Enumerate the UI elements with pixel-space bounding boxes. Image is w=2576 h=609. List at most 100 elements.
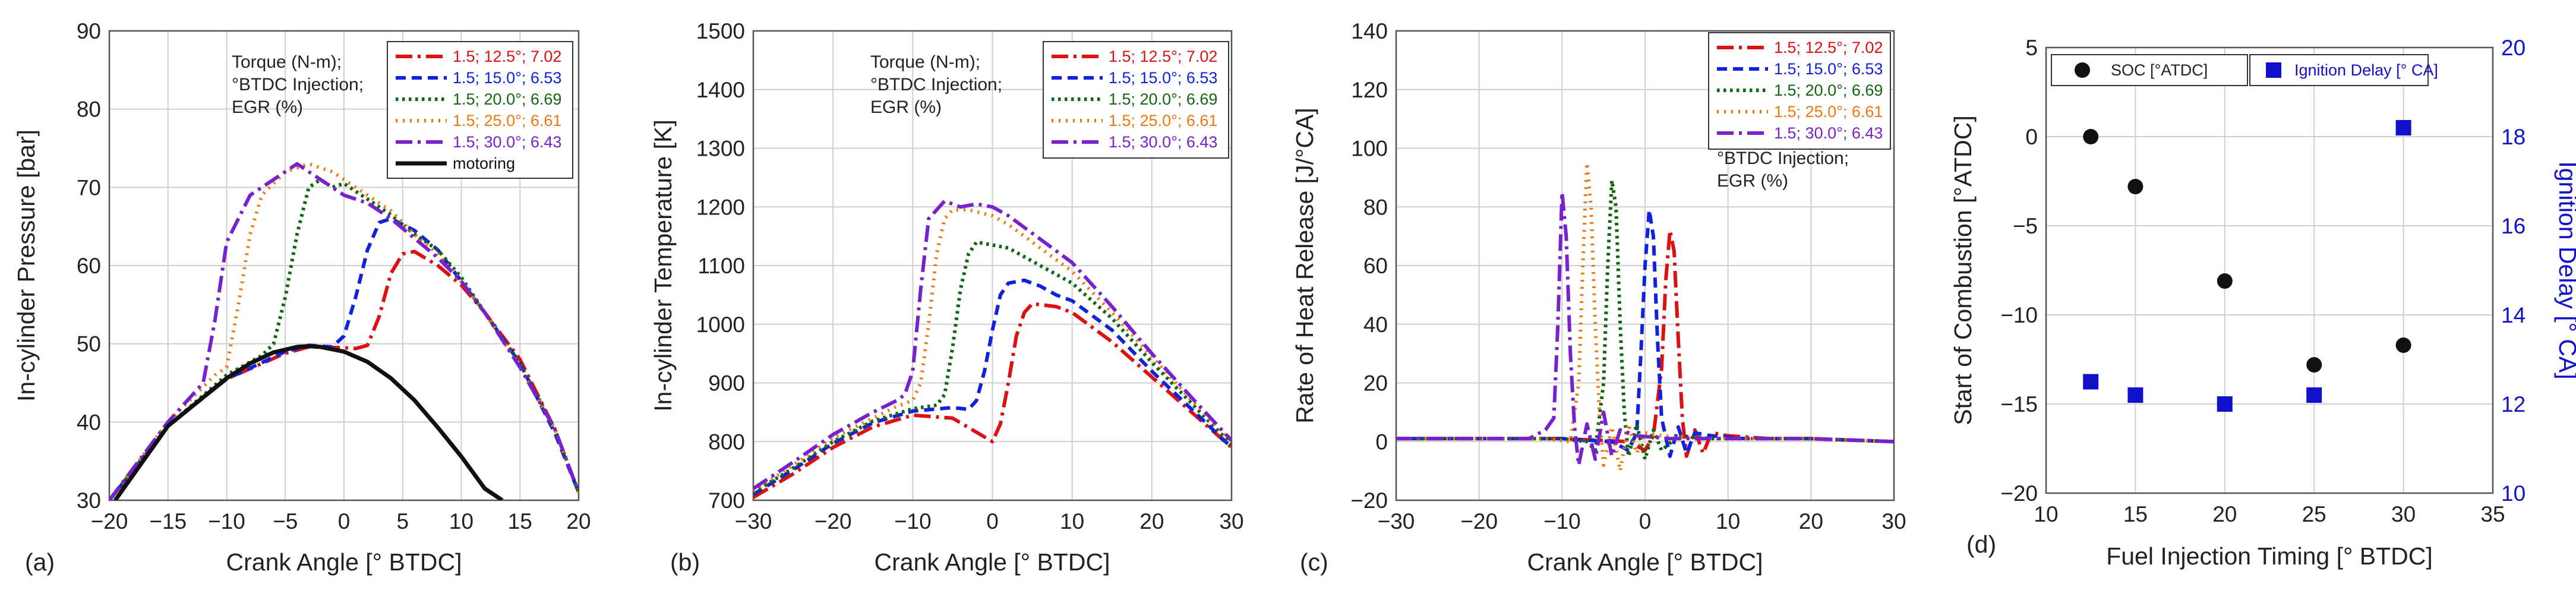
scatter-point-ignition-delay bbox=[2217, 396, 2233, 412]
x-tick-label: 10 bbox=[2034, 502, 2058, 526]
y-axis-label: In-cylinder Temperature [K] bbox=[649, 119, 677, 411]
x-tick-label: −15 bbox=[149, 509, 187, 534]
x-tick-label: −20 bbox=[1460, 509, 1498, 534]
legend-label: 1.5; 15.0°; 6.53 bbox=[1774, 60, 1883, 78]
legend-label: 1.5; 20.0°; 6.69 bbox=[453, 90, 561, 108]
annotation-line: EGR (%) bbox=[870, 97, 942, 117]
x-tick-label: 20 bbox=[2212, 502, 2237, 526]
panel-tag-a: (a) bbox=[25, 548, 55, 576]
x-tick-label: −5 bbox=[273, 509, 298, 534]
series-line bbox=[1396, 190, 1894, 467]
x-axis-label: Crank Angle [° BTDC] bbox=[226, 548, 462, 576]
series-line bbox=[753, 302, 1232, 499]
legend-a: 1.5; 12.5°; 7.02 1.5; 15.0°; 6.53 1.5; 20.… bbox=[387, 41, 573, 179]
x-tick-label: 30 bbox=[1882, 509, 1906, 534]
scatter-point-soc bbox=[2127, 179, 2143, 194]
y-tick-label: 900 bbox=[708, 371, 745, 396]
annotation-line: Torque (N-m); bbox=[870, 52, 980, 72]
y-tick-label: 50 bbox=[77, 332, 101, 356]
legend-box bbox=[1043, 41, 1229, 159]
y-tick-label: 90 bbox=[77, 19, 101, 43]
y2-tick-label: 18 bbox=[2501, 125, 2526, 149]
chart-panel-c: −30 −20 −10 0 10 20 30−20020406080100120140Cra… bbox=[1291, 19, 1906, 576]
x-tick-label: 10 bbox=[1060, 509, 1084, 534]
x-tick-label: 25 bbox=[2302, 502, 2326, 526]
x-tick-label: 15 bbox=[508, 509, 532, 534]
legend-label: 1.5; 25.0°; 6.61 bbox=[453, 112, 561, 130]
x-tick-label: 30 bbox=[1219, 509, 1243, 534]
y-axis-label: Start of Combustion [°ATDC] bbox=[1949, 115, 1977, 425]
chart-panel-d: 10 15 20 25 30 35 −20 −15 −10 −5 0 5 10 12 14 16 18 20 Fue… bbox=[1949, 36, 2576, 570]
y-tick-label: 80 bbox=[1363, 195, 1388, 219]
y-tick-label: 1500 bbox=[696, 19, 745, 43]
legend-box bbox=[387, 41, 573, 179]
legend-label: 1.5; 12.5°; 7.02 bbox=[1109, 48, 1217, 65]
legend-d: SOC [°ATDC] Ignition Delay [° CA] bbox=[2051, 54, 2438, 86]
series-group-d bbox=[2083, 120, 2411, 412]
annotation-line: °BTDC Injection; bbox=[1717, 149, 1849, 168]
annotation-line: Torque (N-m); bbox=[232, 52, 342, 72]
x-tick-label: 15 bbox=[2123, 502, 2148, 526]
legend-label: 1.5; 15.0°; 6.53 bbox=[1109, 69, 1217, 87]
x-tick-label: 20 bbox=[1139, 509, 1164, 534]
y-tick-label: 0 bbox=[1375, 430, 1388, 454]
legend-label: 1.5; 30.0°; 6.43 bbox=[1109, 133, 1217, 151]
panel-tag-b: (b) bbox=[670, 548, 700, 576]
annotation-line: EGR (%) bbox=[232, 97, 303, 117]
series-group-a bbox=[109, 162, 579, 500]
y-tick-label: 800 bbox=[708, 430, 745, 454]
x-tick-label: −30 bbox=[1378, 509, 1415, 534]
y-axis-label: Rate of Heat Release [J/°CA] bbox=[1291, 108, 1318, 423]
x-tick-label: −10 bbox=[208, 509, 245, 534]
x-tick-label: 10 bbox=[449, 509, 473, 534]
annotation-line: °BTDC Injection; bbox=[232, 75, 364, 94]
y-tick-label: 80 bbox=[77, 97, 101, 122]
y-tick-label: 60 bbox=[1363, 254, 1388, 278]
y-tick-label: −15 bbox=[2000, 392, 2038, 416]
legend-label: 1.5; 30.0°; 6.43 bbox=[1774, 124, 1883, 142]
y-tick-label: 20 bbox=[1363, 371, 1388, 396]
y-tick-label: 5 bbox=[2025, 36, 2038, 60]
y2-tick-label: 10 bbox=[2501, 481, 2526, 506]
legend-marker-ignition-delay bbox=[2266, 62, 2281, 78]
series-line bbox=[1396, 208, 1894, 458]
legend-label: 1.5; 15.0°; 6.53 bbox=[453, 69, 561, 87]
y-tick-label: −20 bbox=[2000, 481, 2038, 506]
plot-frame-c bbox=[1395, 30, 1895, 501]
x-tick-label: −20 bbox=[815, 509, 852, 534]
y-tick-label: −10 bbox=[2000, 303, 2038, 327]
legend-label: 1.5; 25.0°; 6.61 bbox=[1109, 112, 1217, 130]
y-tick-label: 0 bbox=[2025, 125, 2038, 149]
chart-panel-a: −20 −15 −10 −5 0 5 10 15 20 30 40 50 60 70 80 90 Crank A… bbox=[12, 19, 591, 576]
scatter-point-ignition-delay bbox=[2306, 387, 2322, 403]
x-tick-label: 30 bbox=[2391, 502, 2416, 526]
x-axis-label: Fuel Injection Timing [° BTDC] bbox=[2106, 542, 2433, 570]
y-tick-label: 60 bbox=[77, 254, 101, 278]
series-group-b bbox=[753, 199, 1232, 499]
legend-label: Ignition Delay [° CA] bbox=[2294, 61, 2438, 79]
series-line bbox=[753, 199, 1232, 490]
x-tick-label: 0 bbox=[338, 509, 351, 534]
legend-label: 1.5; 12.5°; 7.02 bbox=[1774, 39, 1883, 56]
legend-b: 1.5; 12.5°; 7.02 1.5; 15.0°; 6.53 1.5; 20.… bbox=[1043, 41, 1229, 159]
y2-tick-label: 14 bbox=[2501, 303, 2526, 327]
x-tick-label: 0 bbox=[986, 509, 999, 534]
legend-marker-soc bbox=[2075, 62, 2090, 78]
scatter-point-ignition-delay bbox=[2127, 387, 2143, 403]
x-tick-label: −20 bbox=[91, 509, 128, 534]
y2-tick-label: 20 bbox=[2501, 36, 2526, 60]
y-tick-label: 1000 bbox=[696, 313, 745, 337]
plot-frame-a bbox=[108, 30, 580, 501]
y-tick-label: 1200 bbox=[696, 195, 745, 219]
x-tick-label: 35 bbox=[2480, 502, 2505, 526]
y-tick-label: 40 bbox=[77, 410, 101, 434]
x-tick-label: −30 bbox=[735, 509, 772, 534]
y-tick-label: 1400 bbox=[696, 78, 745, 102]
scatter-point-soc bbox=[2306, 357, 2322, 373]
y-tick-label: 40 bbox=[1363, 313, 1388, 337]
x-tick-label: 5 bbox=[396, 509, 409, 534]
y-tick-label: −20 bbox=[1350, 488, 1388, 513]
legend-label: 1.5; 20.0°; 6.69 bbox=[1774, 81, 1883, 99]
panel-tag-c: (c) bbox=[1300, 548, 1328, 576]
series-line bbox=[109, 162, 579, 500]
